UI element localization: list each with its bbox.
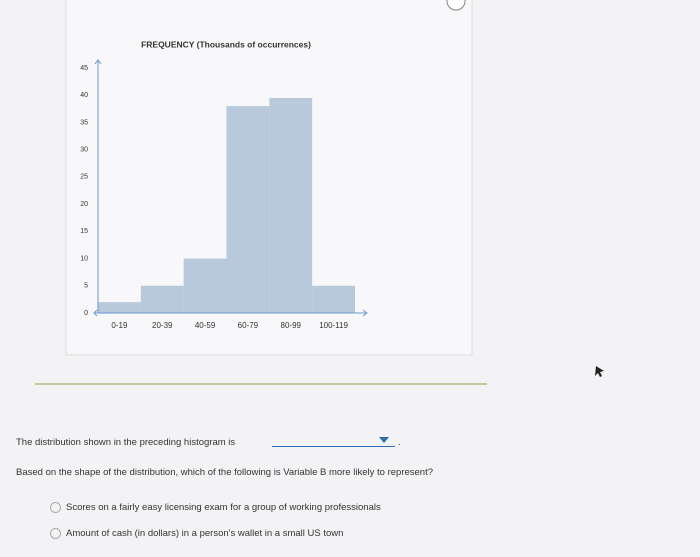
option[interactable]: Amount of cash (in dollars) in a person'… <box>50 528 343 539</box>
bar <box>312 285 355 313</box>
radio[interactable] <box>50 528 61 539</box>
radio[interactable] <box>50 502 61 513</box>
prompt-end: . <box>398 437 401 448</box>
y-tick-label: 30 <box>80 147 88 154</box>
y-tick-label: 25 <box>80 174 88 181</box>
y-tick-label: 5 <box>84 283 88 290</box>
y-tick-label: 10 <box>80 255 88 262</box>
x-tick-label: 60-79 <box>238 321 259 330</box>
x-axis <box>93 309 368 317</box>
y-tick-label: 15 <box>80 228 88 235</box>
y-tick-label: 0 <box>84 310 88 317</box>
y-tick-label: 20 <box>80 201 88 208</box>
bar <box>226 106 270 313</box>
cursor <box>595 366 604 377</box>
option-label: Scores on a fairly easy licensing exam f… <box>66 502 381 514</box>
dropdown[interactable] <box>272 437 395 447</box>
y-tick-label: 45 <box>80 65 88 72</box>
bar <box>183 258 227 313</box>
bar <box>269 97 313 313</box>
y-tick-label: 40 <box>80 92 88 99</box>
x-tick-label: 20-39 <box>152 321 173 330</box>
x-tick-label: 40-59 <box>195 321 216 330</box>
help-icon[interactable] <box>446 0 466 11</box>
chart-title: FREQUENCY (Thousands of occurrences) <box>141 39 311 49</box>
y-axis <box>94 59 102 313</box>
x-tick-label: 0-19 <box>111 321 128 330</box>
bar <box>140 285 184 313</box>
bar <box>98 302 141 313</box>
prompt: The distribution shown in the preceding … <box>16 437 236 448</box>
option[interactable]: Scores on a fairly easy licensing exam f… <box>50 502 381 513</box>
dropdown-arrow <box>379 437 389 443</box>
x-tick-label: 80-99 <box>281 321 302 330</box>
option-label: Amount of cash (in dollars) in a person'… <box>66 528 344 540</box>
question: Based on the shape of the distribution, … <box>16 467 434 478</box>
y-tick-label: 35 <box>80 119 88 126</box>
x-tick-label: 100-119 <box>319 321 348 330</box>
